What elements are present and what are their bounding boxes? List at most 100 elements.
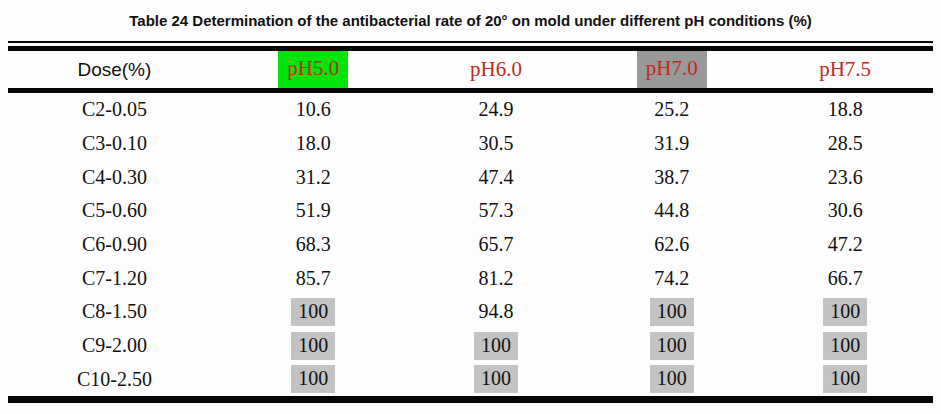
gray-highlighted-value: 100 — [823, 298, 867, 326]
column-header-ph7-5: pH7.5 — [757, 49, 933, 91]
dose-cell: C5-0.60 — [8, 194, 221, 228]
value-cell: 66.7 — [757, 261, 933, 295]
column-header-dose: Dose(%) — [8, 49, 221, 91]
gray-highlighted-value: 100 — [291, 298, 335, 326]
gray-highlighted-value: 100 — [650, 298, 694, 326]
value-cell: 100 — [221, 295, 406, 329]
value-cell: 18.8 — [757, 91, 933, 127]
value: 47.2 — [828, 233, 863, 255]
value-cell: 81.2 — [406, 261, 586, 295]
value-cell: 100 — [221, 363, 406, 400]
value: 62.6 — [654, 233, 689, 255]
value: 81.2 — [478, 267, 513, 289]
value-cell: 47.2 — [757, 228, 933, 262]
value-cell: 62.6 — [586, 228, 757, 262]
value-cell: 100 — [586, 295, 757, 329]
value-cell: 10.6 — [221, 91, 406, 127]
value: 31.2 — [296, 166, 331, 188]
value-cell: 31.9 — [586, 127, 757, 161]
green-highlighted-header-label: pH5.0 — [278, 51, 348, 88]
value-cell: 57.3 — [406, 194, 586, 228]
top-thin-rule — [8, 41, 933, 43]
value: 24.9 — [478, 98, 513, 120]
value-cell: 100 — [586, 363, 757, 400]
value-cell: 31.2 — [221, 160, 406, 194]
value: 57.3 — [478, 199, 513, 221]
value-cell: 25.2 — [586, 91, 757, 127]
gray-highlighted-value: 100 — [823, 332, 867, 360]
value-cell: 38.7 — [586, 160, 757, 194]
dose-cell: C10-2.50 — [8, 363, 221, 400]
table-row-c5-0-60: C5-0.60 51.9 57.3 44.8 30.6 — [8, 194, 933, 228]
value: 30.5 — [478, 132, 513, 154]
document-page: Table 24 Determination of the antibacter… — [0, 0, 941, 414]
table-row-c3-0-10: C3-0.1018.030.531.928.5 — [8, 127, 933, 161]
value: 74.2 — [654, 267, 689, 289]
column-header-ph5-0: pH5.0 — [221, 49, 406, 91]
value: 30.6 — [828, 199, 863, 221]
gray-highlighted-value: 100 — [474, 365, 518, 393]
table-header-row: Dose(%) pH5.0 pH6.0 pH7.0 pH7.5 — [8, 49, 933, 91]
value: 28.5 — [828, 132, 863, 154]
value-cell: 44.8 — [586, 194, 757, 228]
value: 65.7 — [478, 233, 513, 255]
gray-highlighted-value: 100 — [291, 365, 335, 393]
value-cell: 51.9 — [221, 194, 406, 228]
value-cell: 100 — [757, 295, 933, 329]
dose-cell: C7-1.20 — [8, 261, 221, 295]
header-label: pH7.5 — [819, 57, 871, 81]
value-cell: 100 — [757, 329, 933, 363]
value: 18.0 — [296, 132, 331, 154]
table-row-c6-0-90: C6-0.90 68.3 65.7 62.6 47.2 — [8, 228, 933, 262]
value: 44.8 — [654, 199, 689, 221]
gray-highlighted-value: 100 — [650, 365, 694, 393]
value-cell: 65.7 — [406, 228, 586, 262]
column-header-ph6-0: pH6.0 — [406, 49, 586, 91]
column-header-ph7-0: pH7.0 — [586, 49, 757, 91]
value-cell: 85.7 — [221, 261, 406, 295]
value-cell: 100 — [406, 363, 586, 400]
table-row-c4-0-30: C4-0.3031.247.438.723.6 — [8, 160, 933, 194]
value-cell: 18.0 — [221, 127, 406, 161]
value-cell: 100 — [757, 363, 933, 400]
value: 31.9 — [654, 132, 689, 154]
value-cell: 94.8 — [406, 295, 586, 329]
value-cell: 30.6 — [757, 194, 933, 228]
dose-cell: C6-0.90 — [8, 228, 221, 262]
table-row-c10-2-50: C10-2.50 100 100 100 100 — [8, 363, 933, 400]
table-caption: Table 24 Determination of the antibacter… — [0, 0, 941, 38]
value-cell: 30.5 — [406, 127, 586, 161]
header-label: pH6.0 — [470, 57, 522, 81]
table-container: Dose(%) pH5.0 pH6.0 pH7.0 pH7.5 C2-0.05 10.6 2… — [8, 41, 933, 403]
gray-highlighted-value: 100 — [823, 365, 867, 393]
value-cell: 47.4 — [406, 160, 586, 194]
value-cell: 68.3 — [221, 228, 406, 262]
dose-cell: C9-2.00 — [8, 329, 221, 363]
gray-highlighted-value: 100 — [291, 332, 335, 360]
value: 51.9 — [296, 199, 331, 221]
value: 94.8 — [478, 300, 513, 322]
value: 38.7 — [654, 166, 689, 188]
value: 68.3 — [296, 233, 331, 255]
dose-cell: C8-1.50 — [8, 295, 221, 329]
table-row-c9-2-00: C9-2.00 100 100 100 100 — [8, 329, 933, 363]
table-row-c7-1-20: C7-1.20 85.7 81.2 74.2 66.7 — [8, 261, 933, 295]
gray-highlighted-value: 100 — [474, 332, 518, 360]
value: 66.7 — [828, 267, 863, 289]
value-cell: 24.9 — [406, 91, 586, 127]
value: 10.6 — [296, 98, 331, 120]
value-cell: 100 — [406, 329, 586, 363]
dose-cell: C2-0.05 — [8, 91, 221, 127]
table-row-c2-0-05: C2-0.05 10.6 24.9 25.2 18.8 — [8, 91, 933, 127]
value: 25.2 — [654, 98, 689, 120]
value: 18.8 — [828, 98, 863, 120]
value: 85.7 — [296, 267, 331, 289]
gray-highlighted-value: 100 — [650, 332, 694, 360]
value: 47.4 — [478, 166, 513, 188]
value-cell: 100 — [586, 329, 757, 363]
value-cell: 28.5 — [757, 127, 933, 161]
header-label: Dose(%) — [77, 59, 151, 80]
antibacterial-rate-table: Dose(%) pH5.0 pH6.0 pH7.0 pH7.5 C2-0.05 10.6 2… — [8, 46, 933, 403]
value-cell: 23.6 — [757, 160, 933, 194]
value-cell: 74.2 — [586, 261, 757, 295]
